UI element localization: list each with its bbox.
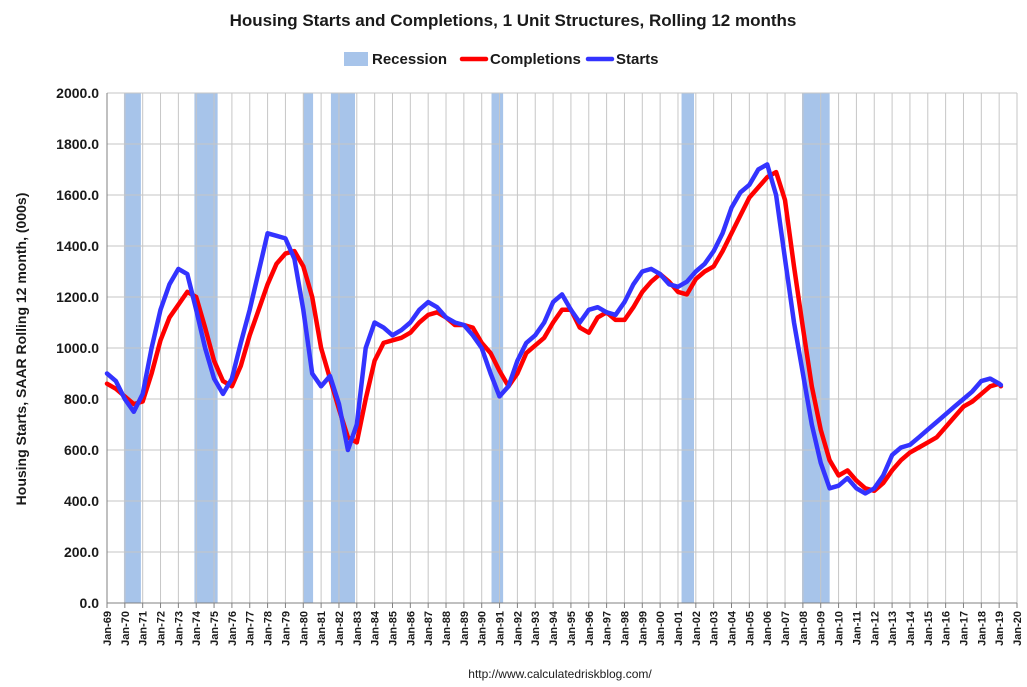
x-tick-label: Jan-94: [548, 610, 560, 646]
y-tick-label: 600.0: [64, 442, 99, 458]
x-tick-label: Jan-13: [887, 611, 899, 646]
x-tick-label: Jan-07: [780, 611, 792, 646]
y-tick-label: 1000.0: [56, 340, 99, 356]
x-tick-label: Jan-12: [869, 611, 881, 646]
x-tick-label: Jan-05: [744, 611, 756, 646]
y-tick-label: 1600.0: [56, 187, 99, 203]
series-starts-line: [104, 162, 1004, 496]
series-lines: [104, 162, 1004, 496]
x-tick-label: Jan-97: [602, 611, 614, 646]
x-tick-label: Jan-82: [334, 611, 346, 646]
chart-title: Housing Starts and Completions, 1 Unit S…: [230, 11, 797, 30]
x-tick-label: Jan-90: [477, 611, 489, 646]
legend-swatch-recession: [344, 52, 368, 66]
x-tick-label: Jan-86: [405, 611, 417, 646]
legend-item-starts: Starts: [585, 51, 659, 68]
legend-label-starts: Starts: [616, 51, 659, 68]
x-tick-label: Jan-93: [530, 611, 542, 646]
x-tick-label: Jan-09: [816, 611, 828, 646]
legend-label-completions: Completions: [490, 51, 581, 68]
x-tick-label: Jan-73: [173, 611, 185, 646]
y-tick-label: 2000.0: [56, 85, 99, 101]
x-tick-label: Jan-72: [156, 611, 168, 646]
y-tick-label: 1800.0: [56, 136, 99, 152]
x-tick-label: Jan-74: [191, 610, 203, 646]
x-tick-label: Jan-84: [370, 610, 382, 646]
chart-legend: Recession Completions Starts: [344, 51, 659, 68]
axes: [106, 93, 1018, 608]
x-tick-label: Jan-79: [280, 611, 292, 646]
x-tick-label: Jan-88: [441, 611, 453, 646]
legend-label-recession: Recession: [372, 51, 447, 68]
grid-lines: [107, 92, 1018, 603]
x-tick-label: Jan-15: [923, 611, 935, 646]
x-tick-label: Jan-89: [459, 611, 471, 646]
x-tick-label: Jan-00: [655, 611, 667, 646]
x-tick-label: Jan-96: [584, 611, 596, 646]
x-tick-label: Jan-77: [245, 611, 257, 646]
x-tick-label: Jan-18: [976, 611, 988, 646]
x-tick-labels: Jan-69 Jan-70 Jan-71 Jan-72 Jan-73 Jan-74 Jan-…: [102, 610, 1024, 646]
x-tick-label: Jan-95: [566, 611, 578, 646]
x-tick-label: Jan-06: [762, 611, 774, 646]
x-tick-label: Jan-75: [209, 611, 221, 646]
x-tick-label: Jan-20: [1012, 611, 1024, 646]
x-tick-label: Jan-04: [727, 610, 739, 646]
x-tick-label: Jan-91: [495, 611, 507, 646]
x-tick-label: Jan-10: [834, 611, 846, 646]
legend-item-recession: Recession: [344, 51, 447, 68]
legend-item-completions: Completions: [459, 51, 581, 68]
x-tick-label: Jan-83: [352, 611, 364, 646]
x-tick-label: Jan-85: [387, 611, 399, 646]
x-tick-label: Jan-69: [102, 611, 114, 646]
y-tick-labels: 0.0 200.0 400.0 600.0 800.0 1000.0 1200.0 1400.…: [56, 85, 99, 611]
y-tick-label: 1400.0: [56, 238, 99, 254]
y-axis-label: Housing Starts, SAAR Rolling 12 month, (…: [13, 193, 29, 506]
x-tick-label: Jan-19: [994, 611, 1006, 646]
x-tick-label: Jan-01: [673, 611, 685, 646]
x-tick-label: Jan-76: [227, 611, 239, 646]
x-tick-label: Jan-08: [798, 611, 810, 646]
x-tick-label: Jan-87: [423, 611, 435, 646]
x-tick-label: Jan-98: [619, 611, 631, 646]
x-tick-label: Jan-99: [637, 611, 649, 646]
y-tick-label: 1200.0: [56, 289, 99, 305]
x-tick-label: Jan-92: [512, 611, 524, 646]
x-tick-label: Jan-03: [709, 611, 721, 646]
x-tick-label: Jan-80: [298, 611, 310, 646]
y-tick-label: 200.0: [64, 544, 99, 560]
y-tick-label: 800.0: [64, 391, 99, 407]
y-tick-label: 400.0: [64, 493, 99, 509]
y-tick-label: 0.0: [80, 595, 100, 611]
x-tick-label: Jan-81: [316, 611, 328, 646]
x-tick-label: Jan-02: [691, 611, 703, 646]
x-tick-label: Jan-11: [851, 611, 863, 645]
source-url: http://www.calculatedriskblog.com/: [468, 667, 652, 681]
x-tick-label: Jan-16: [941, 611, 953, 646]
x-tick-label: Jan-14: [905, 610, 917, 646]
x-tick-label: Jan-71: [138, 611, 150, 646]
series-completions-line: [104, 169, 1004, 494]
x-tick-label: Jan-78: [263, 611, 275, 646]
x-tick-label: Jan-17: [958, 611, 970, 646]
x-tick-label: Jan-70: [120, 611, 132, 646]
